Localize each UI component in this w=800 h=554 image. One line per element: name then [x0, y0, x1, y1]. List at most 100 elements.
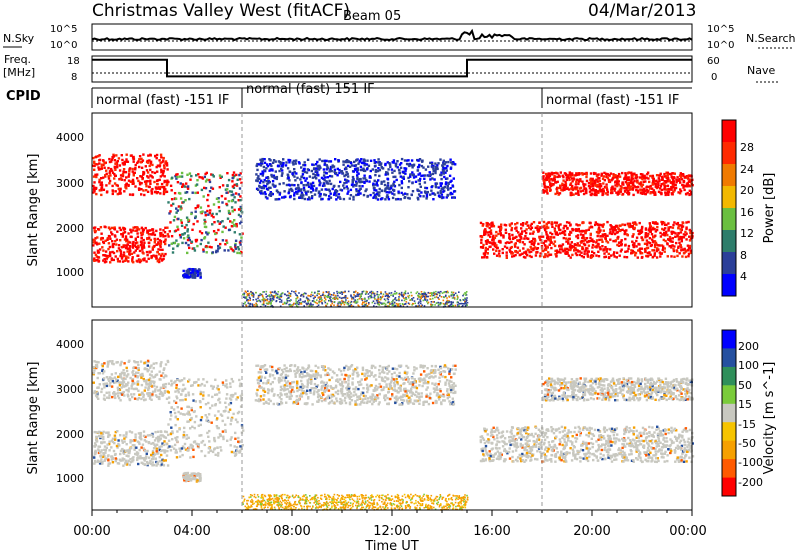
scatter-cell	[543, 182, 546, 185]
scatter-cell	[105, 457, 108, 460]
beam-label: Beam 05	[343, 9, 401, 24]
scatter-cell	[93, 456, 96, 459]
scatter-cell	[186, 173, 189, 176]
scatter-cell	[623, 189, 627, 193]
scatter-cell	[312, 184, 316, 188]
scatter-cell	[116, 250, 119, 253]
ground-scatter-cell	[297, 299, 300, 302]
scatter-cell	[439, 189, 442, 193]
scatter-cell	[541, 249, 544, 253]
scatter-cell	[550, 221, 554, 224]
ground-scatter-cell	[330, 299, 332, 301]
scatter-cell	[510, 228, 513, 232]
scatter-cell	[561, 248, 564, 251]
scatter-cell	[217, 200, 220, 204]
scatter-cell	[601, 240, 604, 243]
power-cbar-tick-24: 24	[740, 163, 754, 176]
scatter-cell	[368, 180, 371, 183]
ground-scatter-cell	[319, 296, 322, 298]
scatter-cell	[678, 174, 682, 177]
scatter-cell	[124, 459, 128, 462]
scatter-cell	[363, 174, 366, 177]
scatter-cell	[224, 188, 228, 191]
scatter-cell	[292, 163, 295, 166]
ground-scatter-cell	[280, 293, 282, 295]
ground-scatter-cell	[446, 297, 448, 299]
scatter-cell	[162, 240, 166, 244]
scatter-cell	[387, 198, 391, 201]
scatter-cell	[315, 170, 318, 173]
scatter-cell	[339, 180, 342, 184]
scatter-cell	[155, 165, 158, 169]
scatter-cell	[147, 154, 150, 157]
scatter-cell	[543, 255, 546, 259]
scatter-cell	[556, 190, 559, 193]
scatter-cell	[310, 196, 314, 200]
ground-scatter-cell	[257, 294, 260, 297]
ground-scatter-cell	[330, 294, 333, 296]
ground-scatter-cell	[431, 304, 433, 307]
scatter-cell	[274, 170, 277, 173]
scatter-cell	[664, 232, 668, 235]
scatter-cell	[113, 391, 116, 394]
scatter-cell	[674, 183, 677, 187]
scatter-cell	[119, 239, 122, 242]
ground-scatter-cell	[302, 295, 305, 298]
scatter-cell	[159, 185, 162, 189]
scatter-cell	[297, 183, 300, 187]
scatter-cell	[192, 222, 195, 226]
scatter-cell	[647, 232, 650, 235]
scatter-cell	[312, 172, 315, 176]
ground-scatter-cell	[354, 299, 356, 301]
scatter-cell	[147, 441, 151, 445]
ground-scatter-cell	[380, 291, 382, 293]
scatter-cell	[639, 176, 642, 179]
scatter-cell	[597, 226, 601, 229]
scatter-cell	[112, 449, 116, 453]
scatter-cell	[576, 244, 580, 247]
scatter-cell	[237, 193, 241, 196]
ground-scatter-cell	[333, 292, 335, 294]
scatter-cell	[617, 190, 620, 193]
scatter-cell	[606, 190, 609, 194]
ground-scatter-cell	[407, 292, 409, 295]
scatter-cell	[143, 463, 146, 466]
scatter-cell	[293, 171, 296, 174]
scatter-cell	[156, 187, 159, 190]
scatter-cell	[144, 435, 147, 439]
ground-scatter-cell	[441, 292, 444, 294]
scatter-cell	[582, 256, 585, 259]
scatter-cell	[585, 247, 588, 250]
ground-scatter-cell	[336, 297, 339, 300]
scatter-cell	[688, 174, 691, 177]
scatter-cell	[676, 250, 679, 253]
scatter-cell	[114, 436, 117, 440]
scatter-cell	[568, 245, 572, 248]
ground-scatter-cell	[424, 292, 427, 294]
ground-scatter-cell	[443, 296, 445, 299]
scatter-cell	[299, 189, 302, 192]
scatter-cell	[234, 192, 238, 195]
scatter-cell	[260, 189, 263, 193]
scatter-cell	[116, 184, 119, 187]
scatter-cell	[479, 221, 483, 225]
scatter-cell	[211, 251, 214, 254]
scatter-cell	[555, 221, 559, 224]
ground-scatter-cell	[376, 298, 379, 301]
ground-scatter-cell	[268, 295, 270, 297]
scatter-cell	[140, 182, 143, 185]
ground-scatter-cell	[287, 290, 289, 293]
scatter-cell	[664, 239, 667, 243]
scatter-cell	[94, 444, 97, 447]
ground-scatter-cell	[424, 296, 426, 298]
ground-scatter-cell	[263, 298, 266, 300]
scatter-cell	[659, 231, 662, 235]
scatter-cell	[301, 196, 304, 200]
scatter-cell	[671, 186, 675, 189]
scatter-cell	[599, 223, 602, 227]
scatter-cell	[664, 181, 668, 184]
scatter-cell	[529, 228, 532, 231]
ground-scatter-cell	[347, 290, 350, 293]
scatter-cell	[103, 448, 106, 451]
ground-scatter-cell	[275, 294, 277, 296]
